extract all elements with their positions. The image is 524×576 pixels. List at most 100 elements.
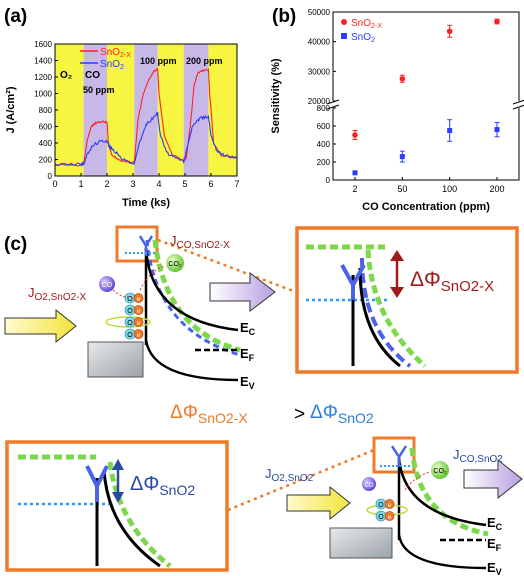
arrow-co-top xyxy=(209,271,276,313)
label-ec-top: EC xyxy=(240,320,256,337)
data-point-sno2 xyxy=(494,127,500,133)
label-co: CO xyxy=(85,70,100,81)
y-tick-label: 40000 xyxy=(308,38,331,47)
chart-b-legend: SnO2-X SnO2 xyxy=(341,18,382,44)
svg-text:CO₂: CO₂ xyxy=(433,468,447,475)
label-50ppm: 50 ppm xyxy=(83,85,115,95)
label-j-co-sno2: JCO,SnO2 xyxy=(453,447,503,465)
chart-a-ticks: 0 1 2 3 4 5 6 7 0 200 400 600 800 1000 1200 1400 1600 xyxy=(34,40,239,189)
x-tick-label: 1 xyxy=(78,179,83,189)
data-point-sno2 xyxy=(399,154,405,160)
legend-b-sno2x: SnO2-X xyxy=(351,18,382,30)
svg-text:ΔΦSnO2-X: ΔΦSnO2-X xyxy=(170,402,248,426)
x-tick-label: 4 xyxy=(156,179,161,189)
arrow-o2-top xyxy=(4,308,77,344)
panel-label-c: (c) xyxy=(4,234,27,255)
label-o2: O₂ xyxy=(60,70,72,81)
svg-text:CO: CO xyxy=(102,282,113,289)
electron xyxy=(133,293,144,303)
label-ev-top: EV xyxy=(240,374,255,391)
series-line-sno2 xyxy=(54,111,238,167)
co-molecule-bottom xyxy=(362,477,376,491)
electron xyxy=(133,317,144,327)
y-tick-label: 200 xyxy=(317,158,331,167)
co-molecule-top xyxy=(99,276,115,292)
electron xyxy=(384,499,395,509)
legend-sno2x: SnO2-X xyxy=(100,47,131,59)
y-tick-label: 0 xyxy=(48,172,53,181)
label-100ppm: 100 ppm xyxy=(140,56,177,66)
electron-label: e xyxy=(137,333,141,339)
gas-bands xyxy=(55,44,237,176)
y-symbol-top xyxy=(138,235,154,256)
x-tick-label: 6 xyxy=(208,179,213,189)
oxygen-ion-label: O xyxy=(378,514,384,521)
electron-label: e xyxy=(388,515,392,521)
chart-b: 20000 30000 40000 50000 0 200 400 600 800 2 50 100 2… xyxy=(270,8,524,213)
y-tick-label: 1200 xyxy=(34,73,52,82)
zoom-dotted-line-bottom xyxy=(227,448,375,512)
y-symbol-bottom xyxy=(390,445,408,467)
chart-b-points xyxy=(352,18,500,176)
label-ec-bottom: EC xyxy=(487,515,503,532)
chart-a-series xyxy=(54,67,238,167)
x-tick-label: 50 xyxy=(397,184,407,194)
chart-a-xlabel: Time (ks) xyxy=(122,197,170,209)
data-point-sno2x xyxy=(494,18,500,25)
chart-a-ylabel: J (A/cm²) xyxy=(5,86,17,133)
substrate-top xyxy=(87,341,144,378)
gas-band-o2-0 xyxy=(55,44,84,176)
y-tick-label: 0 xyxy=(326,176,331,185)
electron xyxy=(384,511,395,521)
data-point-sno2x xyxy=(399,75,406,82)
co2-molecule-bottom xyxy=(431,461,449,479)
chart-a: 0 1 2 3 4 5 6 7 0 200 400 600 800 1000 1200 1400 1600 Sn… xyxy=(5,40,240,209)
chart-b-ylabel: Sensitivity (%) xyxy=(270,58,282,134)
gas-band-co-3 xyxy=(134,44,158,176)
band-ev xyxy=(144,339,239,382)
y-tick-label: 400 xyxy=(317,140,331,149)
legend-sno2: SnO2 xyxy=(100,59,124,71)
x-tick-label: 5 xyxy=(182,179,187,189)
label-j-co-sno2x: JCO,SnO2-X xyxy=(170,233,230,251)
arrow-o2-bottom xyxy=(286,485,351,521)
y-symbol-zoom-top xyxy=(340,264,366,300)
co2-molecule-top xyxy=(166,254,184,272)
svg-text:>: > xyxy=(294,404,305,425)
x-tick-label: 7 xyxy=(234,179,239,189)
axis-break xyxy=(326,99,524,110)
oxygen-ion-label: O xyxy=(127,296,133,303)
svg-text:CO: CO xyxy=(365,483,374,489)
oxygen-ion-label: O xyxy=(127,332,133,339)
arrow-co-bottom xyxy=(463,458,523,500)
chart-b-xlabel: CO Concentration (ppm) xyxy=(362,201,490,213)
data-point-sno2 xyxy=(447,128,453,133)
label-ef-bottom: EF xyxy=(487,536,502,553)
chart-a-legend: SnO2-X SnO2 xyxy=(80,47,131,71)
substrate-bottom xyxy=(329,527,393,559)
chart-a-frame xyxy=(54,43,238,177)
panel-label-b: (b) xyxy=(272,6,296,27)
chart-b-frame xyxy=(332,11,520,181)
y-tick-label: 1000 xyxy=(34,90,52,99)
gas-band-co-1 xyxy=(83,44,107,176)
zoom-box-sno2: ΔΦSnO2 xyxy=(5,440,229,572)
data-point-sno2 xyxy=(352,170,358,176)
label-ef-top: EF xyxy=(240,346,255,363)
y-tick-label: 200 xyxy=(39,156,53,165)
x-tick-label: 2 xyxy=(104,179,109,189)
y-tick-label: 50000 xyxy=(308,8,331,17)
electron-label: e xyxy=(137,309,141,315)
y-tick-label: 1600 xyxy=(34,40,52,49)
band-ec xyxy=(144,247,239,332)
electron-label: e xyxy=(388,503,392,509)
label-delta-phi-sno2: ΔΦSnO2 xyxy=(130,473,195,498)
electron-label: e xyxy=(137,297,141,303)
label-delta-phi-sno2x: ΔΦSnO2-X xyxy=(410,268,494,295)
x-tick-label: 200 xyxy=(489,184,504,194)
series-line-sno2-x xyxy=(54,67,238,167)
y-tick-label: 800 xyxy=(317,104,331,113)
